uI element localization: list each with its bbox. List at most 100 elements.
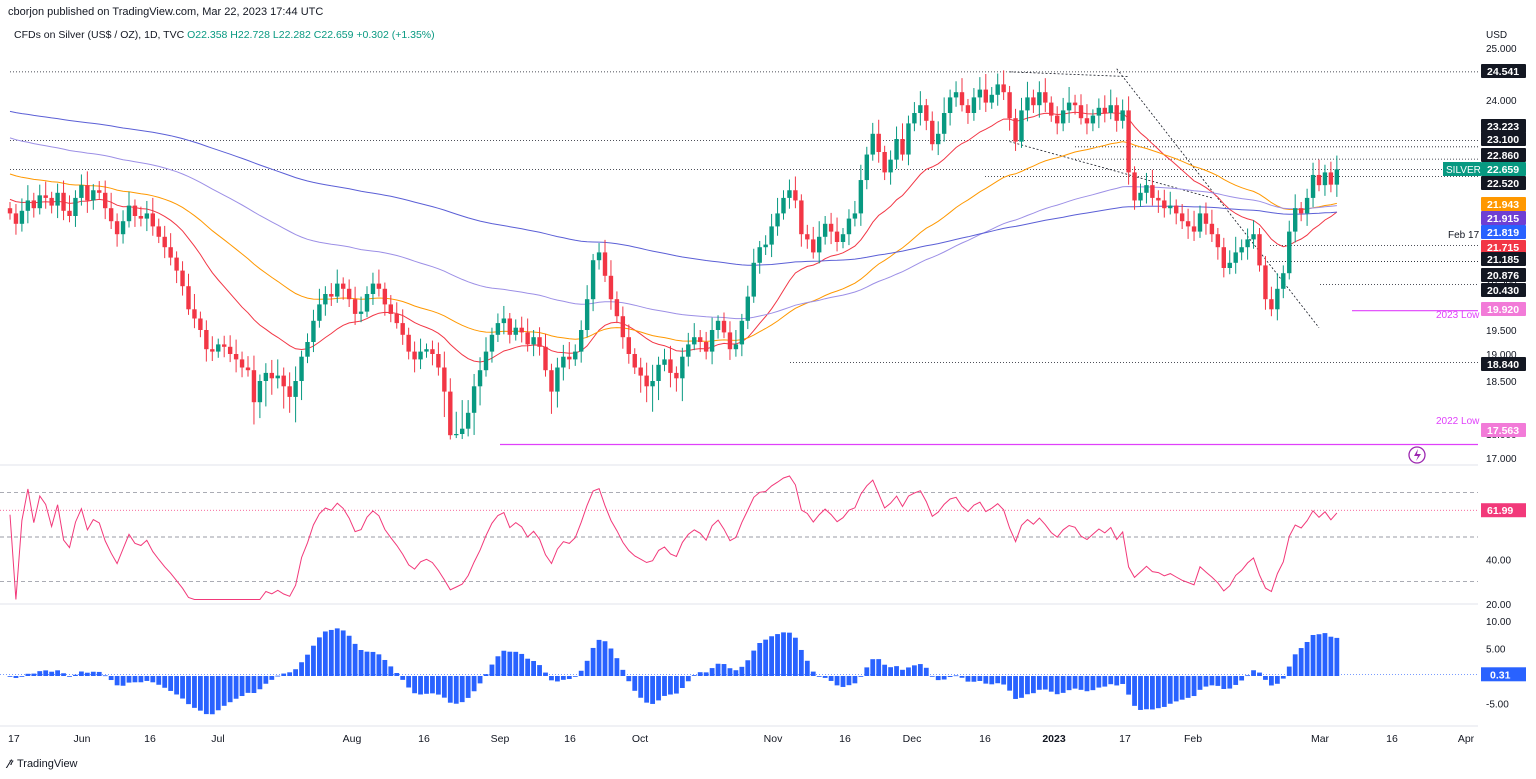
macd-bar bbox=[55, 670, 60, 676]
macd-bar bbox=[680, 676, 685, 688]
macd-bar bbox=[79, 671, 84, 676]
annotation-label: Feb 17 bbox=[1448, 230, 1480, 241]
candle-body bbox=[1019, 110, 1023, 141]
candle-body bbox=[216, 344, 220, 351]
candle-body bbox=[508, 319, 512, 335]
macd-bar bbox=[436, 676, 441, 695]
candle-body bbox=[347, 289, 351, 299]
macd-bar bbox=[942, 676, 947, 680]
macd-bar bbox=[918, 664, 923, 676]
candle-body bbox=[722, 321, 726, 333]
macd-bar bbox=[632, 676, 637, 691]
macd-bar bbox=[496, 656, 501, 676]
macd-bar bbox=[995, 676, 1000, 683]
annotation-label: 2023 Low bbox=[1436, 310, 1480, 321]
price-tick-label: 19.500 bbox=[1486, 326, 1517, 337]
macd-bar bbox=[739, 667, 744, 676]
candle-body bbox=[746, 297, 750, 321]
macd-bar bbox=[900, 670, 905, 676]
price-label: 21.185 bbox=[1487, 254, 1519, 266]
macd-bar bbox=[412, 676, 417, 693]
macd-bar bbox=[1001, 676, 1006, 685]
macd-bar bbox=[876, 659, 881, 676]
candle-body bbox=[960, 92, 964, 105]
macd-bar bbox=[686, 676, 691, 681]
candle-body bbox=[1174, 206, 1178, 214]
macd-bar bbox=[61, 673, 66, 676]
macd-bar bbox=[1132, 676, 1137, 706]
macd-bar bbox=[1126, 676, 1131, 695]
candle-body bbox=[341, 284, 345, 289]
macd-bar bbox=[1085, 676, 1090, 691]
candle-body bbox=[1180, 213, 1184, 221]
macd-bar bbox=[906, 667, 911, 676]
macd-bar bbox=[400, 676, 405, 680]
macd-bar bbox=[293, 669, 298, 676]
macd-bar bbox=[638, 676, 643, 698]
candle-body bbox=[502, 319, 506, 324]
candle-body bbox=[252, 370, 256, 402]
macd-bar bbox=[1102, 676, 1107, 687]
trendline bbox=[1010, 72, 1129, 77]
candle-body bbox=[210, 349, 214, 351]
candle-body bbox=[1109, 105, 1113, 113]
time-tick-label: 2023 bbox=[1042, 733, 1066, 745]
macd-bar bbox=[329, 630, 334, 676]
candle-body bbox=[204, 330, 208, 349]
macd-bar bbox=[216, 676, 221, 710]
candle-body bbox=[127, 206, 131, 222]
time-tick-label: Jun bbox=[74, 733, 91, 745]
candle-body bbox=[1323, 172, 1327, 185]
macd-bar bbox=[609, 648, 614, 676]
candle-body bbox=[805, 234, 809, 239]
macd-bar bbox=[85, 673, 90, 676]
candle-body bbox=[912, 113, 916, 123]
macd-bar bbox=[626, 676, 631, 681]
candle-body bbox=[1067, 103, 1071, 111]
macd-bar bbox=[930, 676, 935, 677]
macd-bar bbox=[1037, 676, 1042, 690]
candle-body bbox=[514, 328, 518, 335]
macd-bar bbox=[972, 676, 977, 682]
candle-body bbox=[1132, 172, 1136, 200]
macd-bar bbox=[853, 676, 858, 683]
macd-bar bbox=[1180, 676, 1185, 700]
candle-body bbox=[942, 113, 946, 134]
candle-body bbox=[490, 335, 494, 352]
candle-body bbox=[633, 354, 637, 368]
macd-bar bbox=[1019, 676, 1024, 698]
candle-body bbox=[1097, 108, 1101, 116]
candle-body bbox=[115, 221, 119, 234]
candle-body bbox=[734, 344, 738, 349]
candle-body bbox=[716, 321, 720, 330]
macd-bar bbox=[418, 676, 423, 694]
candle-body bbox=[412, 352, 416, 360]
candle-body bbox=[1013, 118, 1017, 141]
candle-body bbox=[692, 337, 696, 344]
macd-bar bbox=[478, 676, 483, 683]
candle-body bbox=[900, 139, 904, 155]
macd-bar bbox=[954, 675, 959, 676]
macd-bar bbox=[519, 654, 524, 676]
candle-body bbox=[740, 321, 744, 345]
candle-body bbox=[38, 195, 42, 208]
macd-bar bbox=[1215, 676, 1220, 686]
price-label: 21.819 bbox=[1487, 227, 1519, 239]
tradingview-logo-icon: ⁄⁷ bbox=[8, 757, 13, 771]
macd-value-label: 0.31 bbox=[1490, 669, 1511, 681]
candle-body bbox=[865, 155, 869, 181]
time-tick-label: Dec bbox=[903, 733, 922, 745]
macd-bar bbox=[252, 676, 257, 693]
candle-body bbox=[841, 234, 845, 242]
candle-body bbox=[14, 213, 18, 223]
macd-bar bbox=[484, 674, 489, 676]
candle-body bbox=[222, 344, 226, 346]
price-label: 22.860 bbox=[1487, 150, 1519, 162]
candle-body bbox=[704, 342, 708, 352]
candle-body bbox=[430, 349, 434, 354]
candle-body bbox=[561, 357, 565, 368]
candle-body bbox=[442, 368, 446, 392]
candle-body bbox=[276, 376, 280, 379]
macd-bar bbox=[150, 676, 155, 682]
